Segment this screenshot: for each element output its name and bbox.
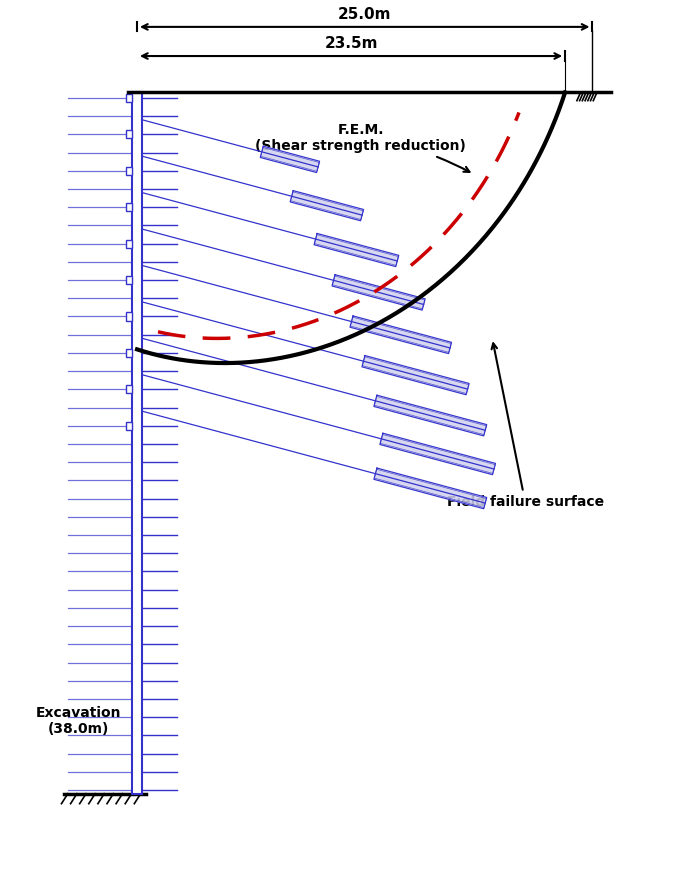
Polygon shape [380, 433, 495, 474]
Polygon shape [332, 275, 425, 310]
Text: Excavation
(38.0m): Excavation (38.0m) [36, 706, 121, 736]
Polygon shape [362, 355, 469, 395]
Bar [132, 92, 142, 794]
Text: 23.5m: 23.5m [324, 37, 378, 52]
Bar [125, 276, 132, 284]
Bar [125, 349, 132, 357]
Text: Field failure surface: Field failure surface [447, 343, 604, 510]
Bar [125, 94, 132, 102]
Bar [125, 203, 132, 211]
Polygon shape [374, 396, 486, 436]
Polygon shape [374, 468, 486, 509]
Bar [125, 422, 132, 430]
Polygon shape [290, 190, 364, 221]
Polygon shape [261, 146, 319, 173]
Bar [125, 131, 132, 139]
Polygon shape [314, 233, 398, 267]
Text: F.E.M.
(Shear strength reduction): F.E.M. (Shear strength reduction) [256, 123, 470, 172]
Polygon shape [350, 316, 452, 353]
Text: 25.0m: 25.0m [338, 7, 392, 22]
Bar [125, 167, 132, 175]
Bar [125, 312, 132, 321]
Bar [125, 385, 132, 394]
Bar [125, 239, 132, 247]
